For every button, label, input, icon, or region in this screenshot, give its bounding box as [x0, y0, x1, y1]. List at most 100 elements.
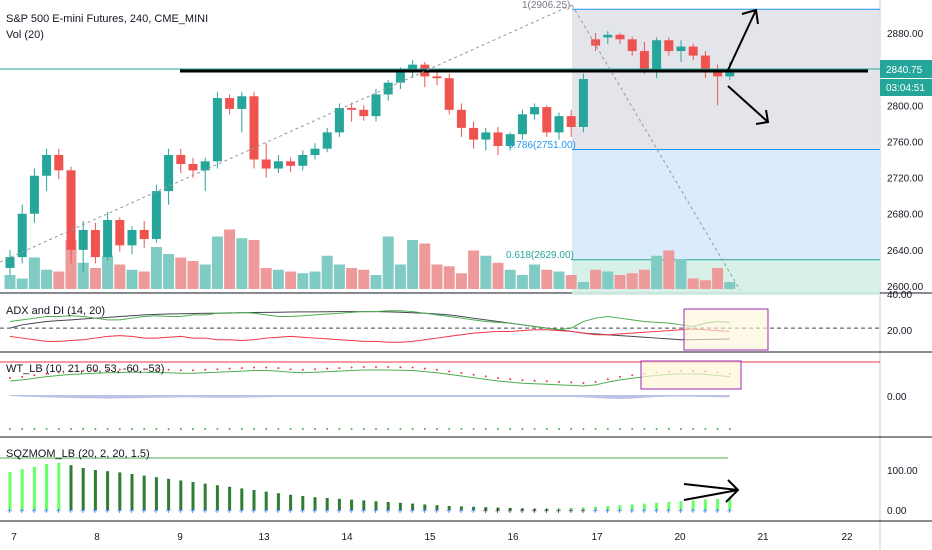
adx-tick-20: 20.00 [887, 326, 912, 337]
price-tick-label: 2720.00 [887, 174, 924, 185]
price-tick-label: 2760.00 [887, 137, 924, 148]
volume-bar [211, 236, 223, 289]
wt-dot [192, 369, 194, 372]
candle-body [505, 134, 515, 146]
wt-dot-lower [265, 428, 268, 430]
wt-dot [350, 366, 353, 369]
volume-bar [175, 257, 187, 289]
sqz-cross: + [654, 506, 659, 516]
volume-bar [407, 240, 419, 289]
fib-zone-upper [572, 9, 880, 150]
candle-body [676, 46, 686, 52]
sqz-cross: + [556, 506, 561, 516]
wt-dot [82, 369, 85, 372]
wt-dot-lower [326, 428, 329, 430]
adx-highlight-box [683, 308, 769, 351]
wt-dot [21, 375, 24, 378]
candle-body [5, 257, 15, 268]
candle-body [481, 132, 491, 140]
sqz-cross: + [410, 506, 415, 516]
adx-series-line [9, 328, 730, 343]
wt-dot [375, 366, 377, 368]
sqz-cross: + [422, 506, 427, 516]
drawings[interactable] [0, 4, 880, 291]
wt-dot [9, 377, 11, 379]
sqz-cross: + [44, 506, 49, 516]
candle-body [237, 96, 247, 109]
candle-body [261, 159, 271, 169]
sqz-cross: + [190, 506, 195, 516]
sqz-cross: + [361, 506, 366, 516]
wt-dot [399, 366, 402, 369]
date-tick-label: 17 [591, 532, 603, 543]
fib-zone-middle [572, 149, 880, 260]
sqz-cross: + [300, 506, 305, 516]
date-tick-label: 15 [424, 532, 436, 543]
wt-signal-line [9, 369, 730, 387]
candle-body [530, 107, 540, 115]
volume-bar [163, 254, 175, 289]
candle-body [42, 154, 52, 176]
candle-body [347, 107, 357, 110]
wt-dot [155, 368, 158, 371]
sqz-cross: + [617, 506, 622, 516]
wt-dot-lower [728, 428, 731, 430]
wt-dot-lower [240, 428, 243, 430]
wt-dot-lower [216, 428, 219, 430]
wt-dot [277, 367, 280, 370]
price-candles[interactable] [5, 31, 735, 276]
sqz-cross: + [7, 506, 12, 516]
candle-body [334, 107, 344, 133]
volume-bar [431, 264, 443, 289]
wt-dot-lower [375, 428, 377, 430]
candle-body [200, 161, 210, 171]
sqz-cross: + [495, 506, 500, 516]
wt-dot [594, 380, 597, 383]
wt-dot-lower [253, 428, 255, 430]
candle-body [554, 116, 564, 133]
sqz-cross: + [641, 506, 646, 516]
wt-dot [33, 374, 36, 377]
volume-bar [346, 268, 358, 289]
volume-bar [28, 257, 40, 289]
date-tick-label: 9 [177, 532, 183, 543]
candle-body [127, 229, 137, 246]
wt-dot [545, 380, 548, 383]
candle-body [17, 213, 27, 258]
candle-body [103, 220, 113, 258]
volume-bar [370, 275, 382, 289]
sqz-cross: + [263, 506, 268, 516]
candle-body [383, 82, 393, 95]
wt-dot [240, 367, 243, 370]
wt-dot-lower [631, 428, 634, 430]
wt-dot-lower [594, 428, 597, 430]
wt-dot [253, 366, 255, 369]
wt-panel [0, 360, 880, 459]
wt-dot-lower [155, 428, 158, 430]
sqz-cross: + [544, 506, 549, 516]
sqz-cross: + [227, 506, 232, 516]
sqz-cross: + [678, 506, 683, 516]
wt-dot [423, 367, 426, 370]
wt-dot-lower [118, 428, 121, 430]
sqz-cross: + [56, 506, 61, 516]
wt-dot-lower [387, 428, 390, 430]
sqz-cross: + [178, 506, 183, 516]
wt-dot [497, 377, 499, 379]
candle-body [66, 170, 76, 250]
sqz-cross: + [275, 506, 280, 516]
volume-bar [285, 271, 297, 289]
volume-bar [138, 271, 150, 289]
wt-dot-lower [131, 428, 133, 430]
date-tick-label: 13 [258, 532, 270, 543]
candle-body [249, 96, 259, 160]
volume-bar [333, 264, 345, 289]
volume-bar [699, 280, 711, 289]
volume-bar [614, 275, 626, 289]
volume-bar [187, 261, 199, 289]
volume-label: Vol (20) [6, 29, 44, 41]
wt-dot-lower [521, 428, 524, 430]
sqz-cross: + [129, 506, 134, 516]
sqz-cross: + [31, 506, 36, 516]
